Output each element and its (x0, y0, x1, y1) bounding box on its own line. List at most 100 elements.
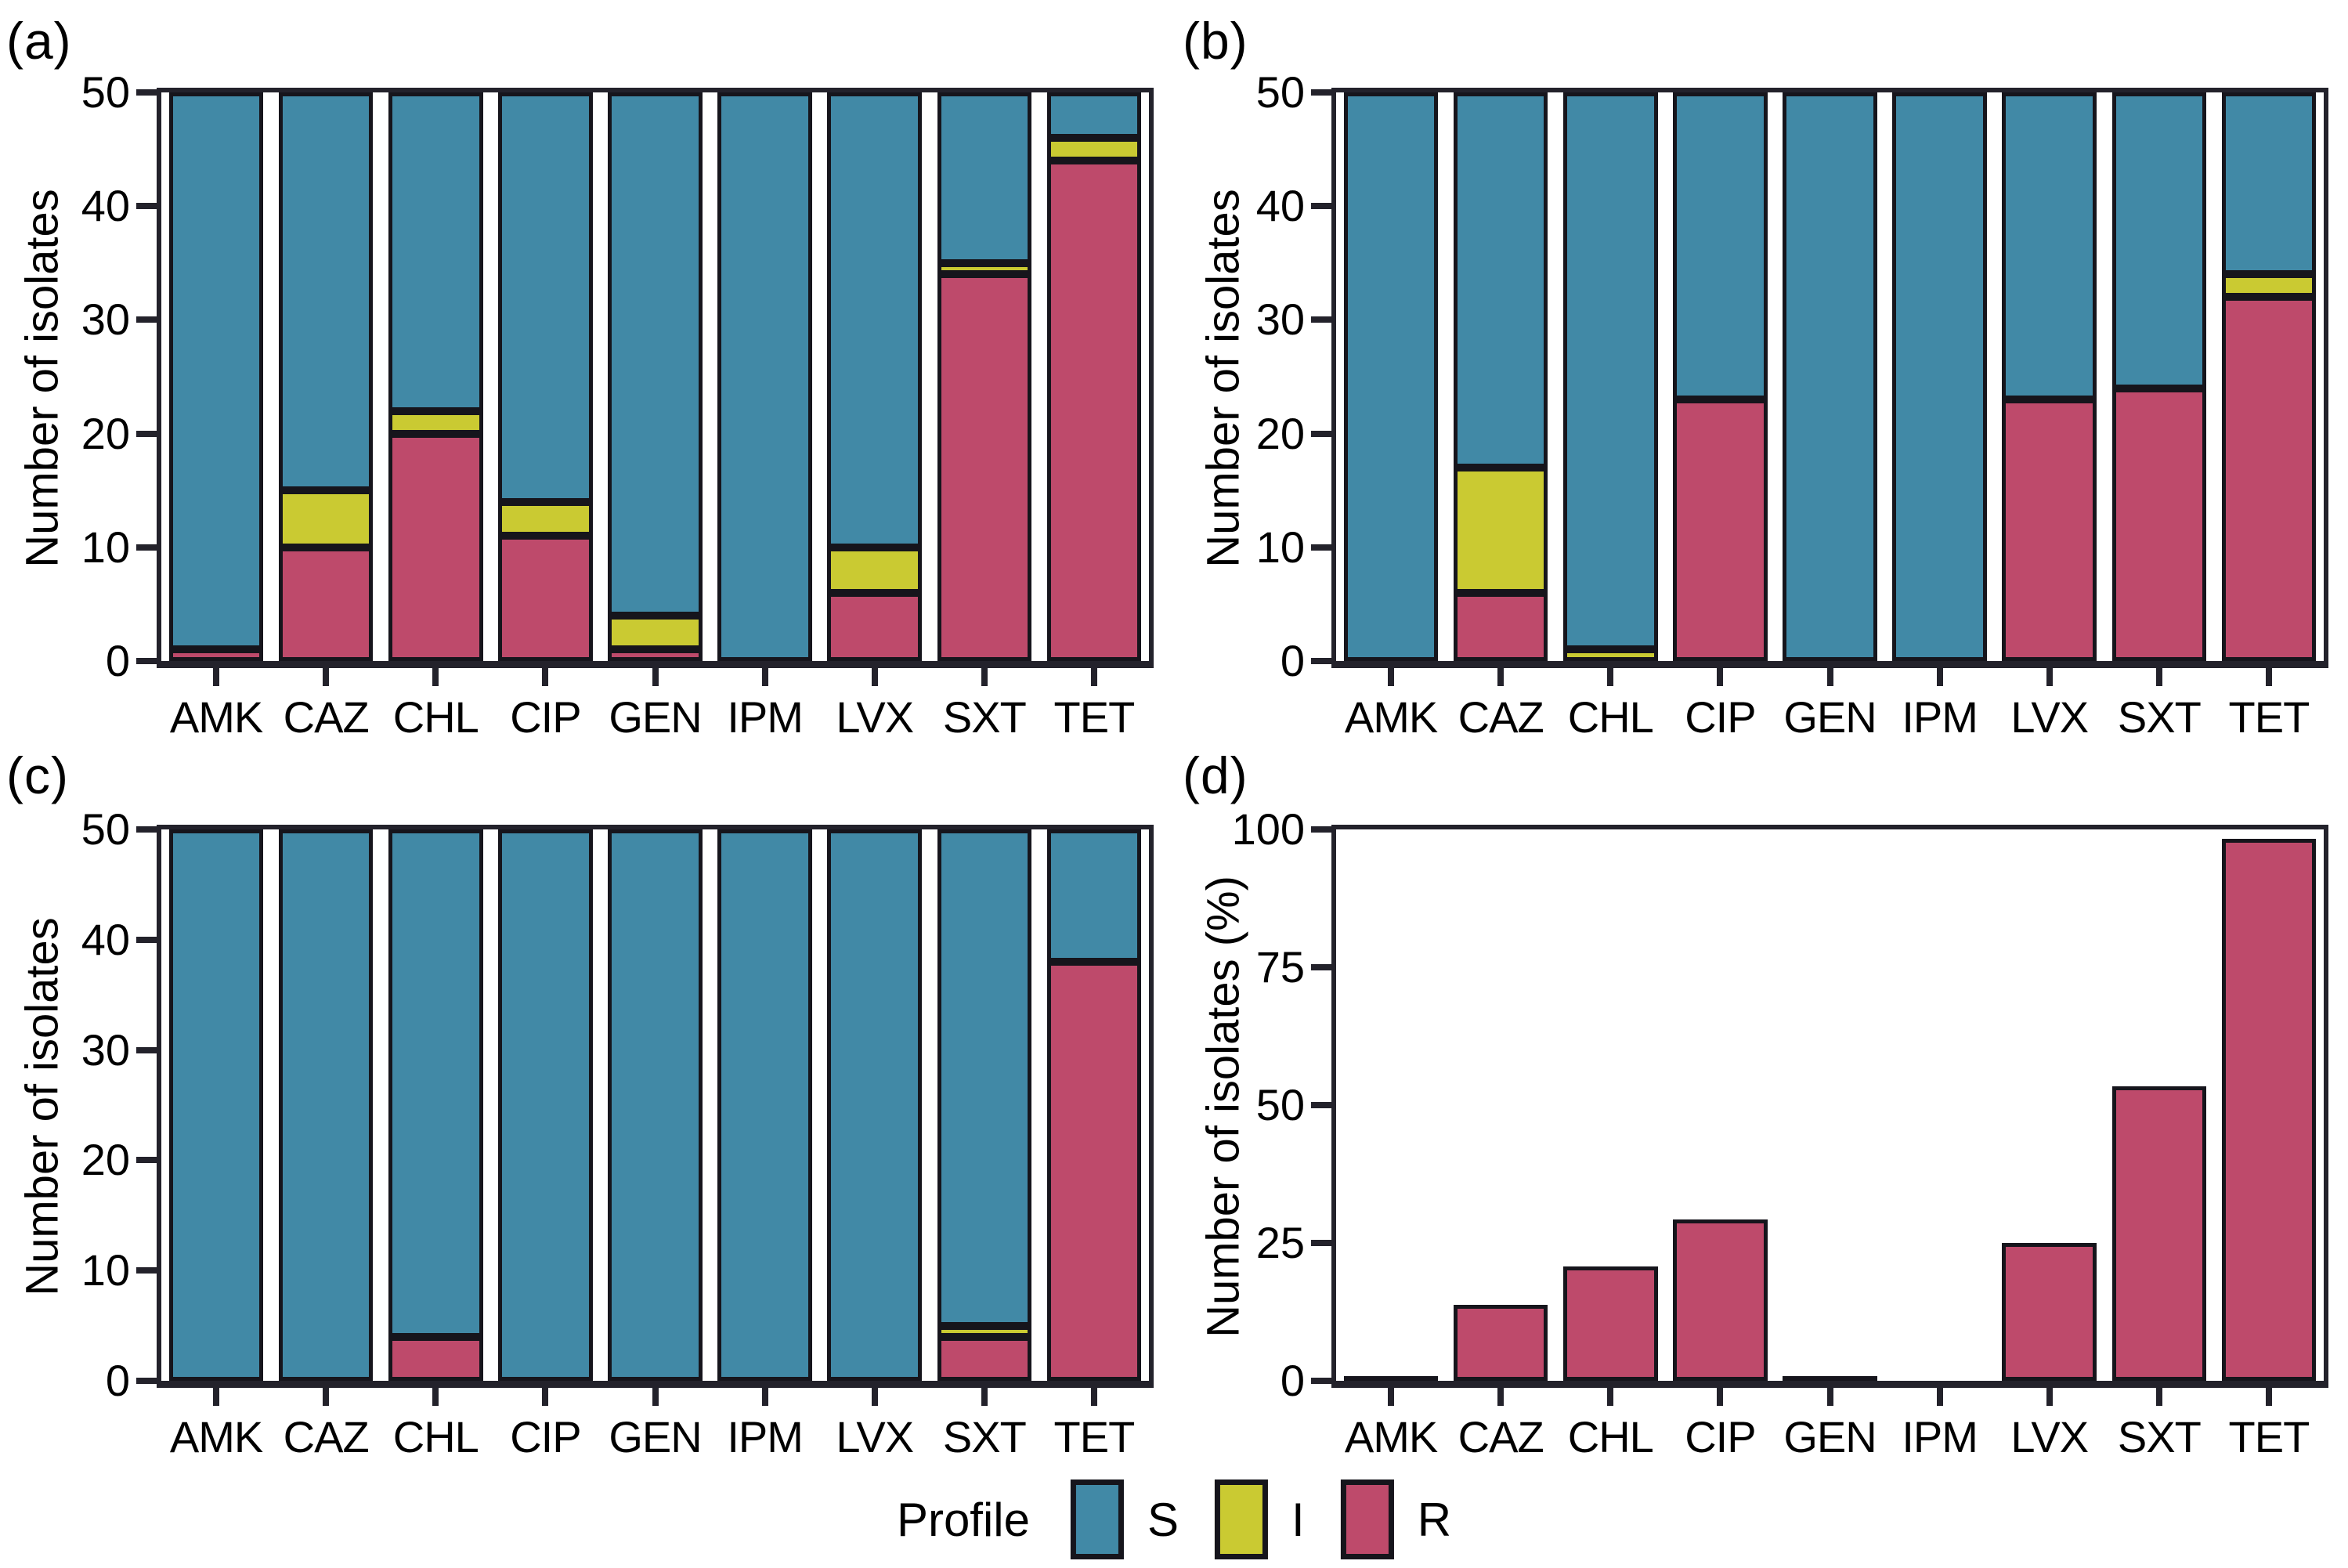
panel-a-bar-lvx-segment-r (827, 592, 922, 661)
panel-b-bar-amk-segment-s (1343, 92, 1439, 661)
x-tick (2265, 666, 2272, 686)
panel-a-bar-amk-segment-r (168, 649, 264, 661)
x-tick (1717, 1386, 1724, 1406)
y-tick (1311, 1240, 1331, 1246)
panel-c-category-caz: CAZ (283, 1412, 370, 1461)
y-tick-label: 30 (81, 1024, 130, 1075)
panel-d-bar-caz-segment-r (1453, 1304, 1548, 1381)
panel-b-category-ipm: IPM (1902, 692, 1978, 742)
panel-d-category-cip: CIP (1685, 1412, 1756, 1461)
x-tick (1090, 666, 1097, 686)
panel-c-category-gen: GEN (609, 1412, 702, 1461)
x-tick (213, 1386, 220, 1406)
panel-b-bar-cip-segment-s (1673, 92, 1768, 400)
y-tick (1311, 826, 1331, 833)
panel-b-bar-tet-segment-r (2221, 297, 2317, 661)
x-tick (2265, 1386, 2272, 1406)
x-tick (323, 666, 330, 686)
legend-item-r: R (1340, 1479, 1451, 1559)
x-tick (1826, 666, 1833, 686)
x-tick (1717, 666, 1724, 686)
y-tick-label: 0 (105, 1356, 130, 1405)
y-tick (136, 203, 157, 210)
panel-b-bar-caz-segment-r (1453, 592, 1548, 661)
y-tick (136, 316, 157, 323)
y-tick (1311, 316, 1331, 323)
y-tick (136, 658, 157, 664)
panel-a-bar-chl-segment-i (388, 410, 483, 434)
x-tick (1936, 1386, 1943, 1406)
panel-a-category-gen: GEN (609, 692, 702, 742)
panel-a-bar-caz-segment-r (278, 547, 374, 661)
panel-b-category-tet: TET (2228, 692, 2310, 742)
panel-a-bar-gen-segment-i (608, 615, 703, 650)
y-tick-label: 30 (81, 294, 130, 345)
y-tick (136, 89, 157, 96)
panel-b-bar-ipm-segment-s (1892, 92, 1987, 661)
y-tick-label: 20 (1255, 408, 1305, 458)
x-tick (981, 666, 988, 686)
legend-item-i: I (1215, 1479, 1305, 1559)
y-tick (1311, 203, 1331, 210)
x-tick (2046, 666, 2053, 686)
panel-b-bar-sxt-segment-s (2111, 92, 2207, 388)
panel-a-category-sxt: SXT (942, 692, 1027, 742)
panel-d-category-tet: TET (2228, 1412, 2310, 1461)
panel-b-category-amk: AMK (1344, 692, 1438, 742)
y-tick-label: 40 (1255, 181, 1305, 231)
panel-b-bar-tet-segment-i (2221, 274, 2317, 298)
panel-a-bar-gen-segment-r (608, 649, 703, 661)
legend-title: Profile (896, 1493, 1031, 1546)
y-tick (136, 1046, 157, 1053)
x-tick (1607, 1386, 1614, 1406)
panel-a-bar-caz-segment-s (278, 92, 374, 491)
panel-b-category-gen: GEN (1783, 692, 1877, 742)
panel-c-category-amk: AMK (169, 1412, 263, 1461)
panel-c-bar-chl-segment-s (388, 829, 483, 1337)
panel-c-category-ipm: IPM (727, 1412, 804, 1461)
x-tick (1936, 666, 1943, 686)
y-tick-label: 50 (1255, 67, 1305, 117)
panel-a-bar-caz-segment-i (278, 490, 374, 547)
y-tick-label: 50 (81, 804, 130, 854)
panel-a-bar-sxt-segment-r (937, 274, 1032, 661)
x-tick (1090, 1386, 1097, 1406)
x-tick (213, 666, 220, 686)
panel-d-category-caz: CAZ (1458, 1412, 1544, 1461)
y-tick-label: 30 (1255, 294, 1305, 345)
panel-b-category-chl: CHL (1567, 692, 1654, 742)
panel-d-bar-lvx-segment-r (2002, 1243, 2097, 1381)
panel-a-bar-chl-segment-s (388, 92, 483, 411)
y-tick-label: 0 (105, 636, 130, 685)
panel-a-bar-cip-segment-r (498, 536, 593, 661)
panel-a-bar-tet-segment-r (1046, 161, 1142, 661)
y-tick-label: 0 (1280, 636, 1305, 685)
panel-d-bar-cip-segment-r (1673, 1219, 1768, 1381)
x-tick (1607, 666, 1614, 686)
panel-d-category-ipm: IPM (1902, 1412, 1978, 1461)
profile-legend: Profile S I R (897, 1471, 1451, 1568)
panel-c-bar-tet-segment-r (1046, 961, 1142, 1381)
panel-c-bar-tet-segment-s (1046, 829, 1142, 962)
panel-c-bar-sxt-segment-r (937, 1336, 1032, 1381)
panel-b-bar-chl-segment-s (1563, 92, 1658, 650)
y-tick (136, 936, 157, 943)
y-tick (136, 544, 157, 551)
legend-label-s: S (1147, 1493, 1179, 1546)
panel-c-bar-cip-segment-s (498, 829, 593, 1381)
y-tick (1311, 430, 1331, 437)
y-tick (136, 1267, 157, 1274)
panel-d-category-sxt: SXT (2117, 1412, 2202, 1461)
y-tick-label: 20 (81, 1135, 130, 1185)
panel-a-category-ipm: IPM (727, 692, 804, 742)
panel-a-category-lvx: LVX (836, 692, 914, 742)
panel-c-category-tet: TET (1053, 1412, 1136, 1461)
panel-b-bar-lvx-segment-s (2002, 92, 2097, 400)
x-tick (1388, 666, 1395, 686)
y-tick (136, 1378, 157, 1384)
panel-c-bar-ipm-segment-s (717, 829, 812, 1381)
panel-c-bar-amk-segment-s (168, 829, 264, 1381)
x-tick (2155, 666, 2162, 686)
x-tick (432, 666, 439, 686)
x-tick (432, 1386, 439, 1406)
